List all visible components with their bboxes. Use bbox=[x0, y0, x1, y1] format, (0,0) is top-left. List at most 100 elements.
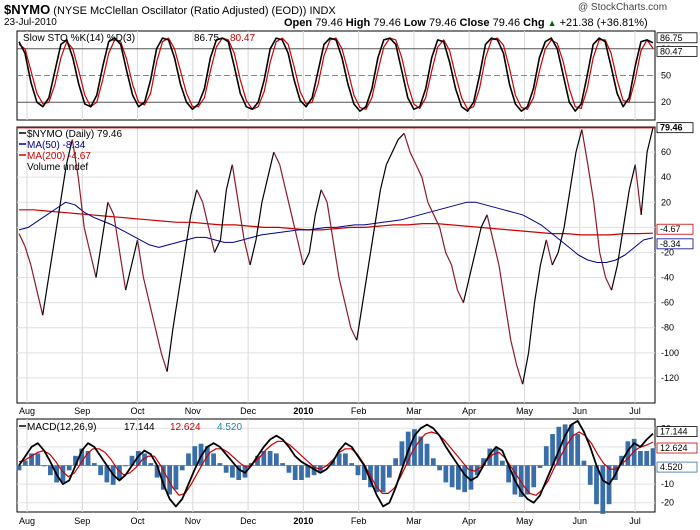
osc-nymo-segment bbox=[362, 264, 370, 303]
macd-histogram-bar bbox=[569, 424, 574, 466]
osc-nymo-segment bbox=[231, 164, 239, 203]
macd-histogram-bar bbox=[273, 453, 279, 466]
macd-histogram-bar bbox=[355, 465, 361, 476]
macd-histogram-bar bbox=[386, 465, 392, 478]
month-label-bottom: 2010 bbox=[293, 516, 313, 526]
osc-nymo-segment bbox=[545, 239, 553, 266]
osc-nymo-segment bbox=[213, 239, 222, 253]
osc-nymo-segment bbox=[480, 214, 488, 228]
symbol-label: $NYMO bbox=[4, 2, 51, 17]
stoch-k-line bbox=[18, 37, 654, 112]
osc-nymo-segment bbox=[77, 177, 85, 228]
macd-histogram-bar bbox=[594, 465, 599, 505]
osc-nymo-segment bbox=[42, 277, 50, 316]
macd-histogram-bar bbox=[41, 465, 47, 467]
osc-nymo-segment bbox=[249, 239, 257, 266]
osc-nymo-segment bbox=[344, 302, 352, 328]
osc-nymo-segment bbox=[445, 252, 453, 266]
macd-histogram-bar bbox=[525, 465, 530, 495]
macd-histogram-bar bbox=[280, 463, 286, 466]
month-label-bottom: Nov bbox=[185, 516, 202, 526]
macd-histogram-bar bbox=[135, 450, 141, 466]
osc-nymo-segment bbox=[468, 252, 476, 278]
chg-label: Chg bbox=[523, 17, 545, 29]
osc-nymo-segment bbox=[563, 189, 571, 228]
macd-histogram-bar bbox=[336, 453, 342, 466]
month-label-top: Aug bbox=[19, 406, 35, 416]
osc-legend-entry: MA(200) -4.67 bbox=[27, 151, 91, 162]
osc-nymo-segment bbox=[95, 239, 103, 278]
osc-nymo-segment bbox=[53, 202, 62, 241]
macd-histogram-bar bbox=[148, 463, 154, 466]
month-label-top: May bbox=[516, 406, 534, 416]
macd-histogram-bar bbox=[66, 465, 72, 471]
month-label-top: Apr bbox=[462, 406, 476, 416]
osc-nymo-segment bbox=[575, 129, 583, 153]
osc-nymo-segment bbox=[237, 202, 245, 241]
macd-histogram-bar bbox=[60, 465, 66, 483]
osc-tick-label: -60 bbox=[661, 298, 674, 308]
osc-nymo-segment bbox=[427, 202, 435, 216]
osc-ma50-line bbox=[18, 201, 654, 263]
month-label-bottom: Dec bbox=[240, 516, 257, 526]
macd-histogram-bar bbox=[85, 450, 91, 466]
macd-value-box bbox=[656, 461, 698, 473]
panel-frame-1 bbox=[16, 126, 656, 404]
close-label: Close bbox=[459, 17, 490, 29]
macd-histogram-bar bbox=[506, 465, 512, 483]
macd-histogram-bar bbox=[223, 465, 229, 473]
macd-histogram-bar bbox=[16, 465, 22, 471]
macd-histogram-bar bbox=[587, 465, 593, 485]
osc-nymo-segment bbox=[516, 365, 524, 385]
osc-nymo-segment bbox=[160, 352, 168, 372]
osc-nymo-segment bbox=[196, 189, 204, 203]
osc-nymo-segment bbox=[320, 189, 328, 203]
low-value: 79.46 bbox=[428, 17, 457, 29]
macd-histogram-bar bbox=[129, 455, 135, 466]
month-label-top: Oct bbox=[131, 406, 146, 416]
osc-nymo-segment bbox=[172, 289, 180, 328]
month-label-top: Dec bbox=[240, 406, 257, 416]
macd-legend-title: MACD(12,26,9) bbox=[27, 422, 96, 433]
osc-nymo-segment bbox=[367, 227, 376, 266]
month-label-bottom: Sep bbox=[74, 516, 90, 526]
osc-nymo-segment bbox=[326, 202, 334, 241]
osc-nymo-segment bbox=[433, 214, 441, 228]
stoch-tick-label: 20 bbox=[661, 97, 671, 107]
osc-nymo-segment bbox=[125, 264, 133, 291]
osc-value-label: 79.46 bbox=[660, 123, 683, 133]
low-label: Low bbox=[403, 17, 426, 29]
osc-value-box bbox=[656, 122, 694, 134]
macd-histogram-bar bbox=[267, 450, 273, 466]
stoch-value-box bbox=[656, 32, 698, 44]
osc-nymo-segment bbox=[166, 327, 174, 372]
month-label-bottom: May bbox=[516, 516, 534, 526]
macd-histogram-bar bbox=[299, 465, 304, 481]
osc-nymo-segment bbox=[510, 340, 518, 366]
macd-histogram-bar bbox=[531, 465, 537, 488]
osc-tick-label: -20 bbox=[661, 247, 674, 257]
osc-legend-entry: Volume undef bbox=[27, 162, 88, 173]
osc-tick-label: -120 bbox=[661, 373, 679, 383]
osc-nymo-segment bbox=[308, 214, 316, 253]
macd-histogram-bar bbox=[261, 450, 267, 466]
macd-legend-macd: 17.144 bbox=[124, 422, 155, 433]
osc-value-box bbox=[656, 223, 694, 235]
macd-histogram-bar bbox=[468, 465, 474, 490]
osc-nymo-segment bbox=[296, 239, 304, 266]
macd-histogram-bar bbox=[73, 455, 78, 466]
macd-histogram-bar bbox=[493, 448, 499, 466]
osc-nymo-segment bbox=[136, 239, 145, 278]
osc-nymo-segment bbox=[338, 277, 346, 303]
month-label-bottom: Feb bbox=[351, 516, 367, 526]
macd-histogram-bar bbox=[418, 436, 424, 466]
osc-nymo-segment bbox=[646, 127, 654, 153]
exchange-label: INDX bbox=[309, 5, 336, 17]
osc-value-box bbox=[656, 238, 694, 250]
osc-ma200-line bbox=[19, 209, 654, 236]
macd-histogram-bar bbox=[48, 465, 53, 476]
watermark: @ StockCharts.com bbox=[578, 2, 668, 13]
macd-histogram-bar bbox=[462, 465, 468, 493]
osc-nymo-segment bbox=[569, 151, 577, 190]
